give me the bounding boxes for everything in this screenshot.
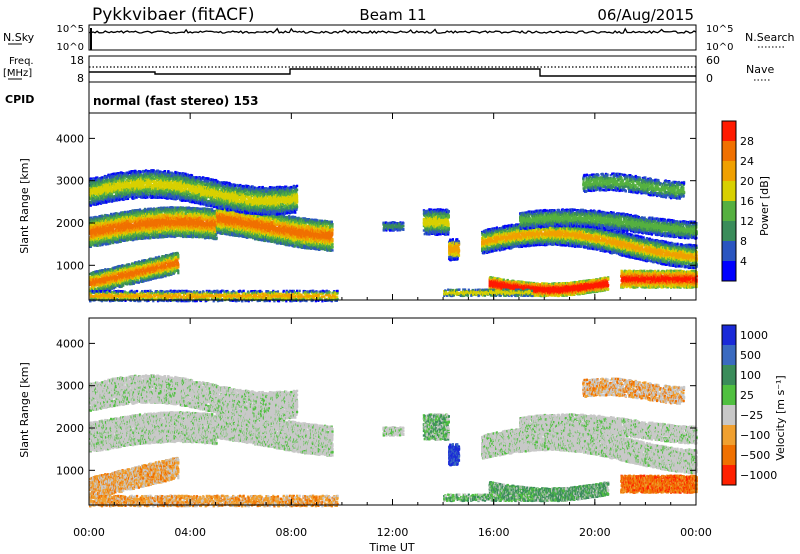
freq-unit: [MHz] — [3, 68, 32, 79]
freq-tick-bottom: 8 — [77, 72, 84, 85]
plot-title: Pykkvibaer (fitACF) — [92, 5, 254, 25]
radar-summary-plot: Pykkvibaer (fitACF) Beam 11 06/Aug/2015 … — [0, 0, 800, 554]
cpid-value: normal (fast stereo) 153 — [93, 94, 259, 108]
date-label: 06/Aug/2015 — [597, 6, 694, 24]
freq-tick-top: 18 — [70, 54, 84, 67]
freq-panel: Freq. [MHz] 18 8 60 0 Nave — [3, 54, 774, 85]
nsky-label: N.Sky — [3, 31, 35, 44]
nsky-panel: N.Sky 10^5 10^0 10^5 10^0 N.Search — [3, 24, 795, 53]
nsky-tick-top: 10^5 — [57, 24, 84, 35]
nave-tick-top: 60 — [706, 54, 720, 67]
nsearch-tick-bottom: 10^0 — [706, 42, 733, 53]
nave-label: Nave — [746, 63, 774, 76]
freq-line — [89, 69, 696, 76]
nsky-line — [89, 29, 696, 34]
power-cell — [97, 245, 99, 247]
freq-label: Freq. — [9, 56, 34, 67]
nsearch-label: N.Search — [745, 31, 795, 44]
nave-tick-bottom: 0 — [706, 72, 713, 85]
nsky-tick-bottom: 10^0 — [57, 42, 84, 53]
cpid-label: CPID — [5, 93, 34, 106]
power-data — [89, 169, 698, 302]
beam-label: Beam 11 — [359, 6, 426, 24]
nsearch-tick-top: 10^5 — [706, 24, 733, 35]
